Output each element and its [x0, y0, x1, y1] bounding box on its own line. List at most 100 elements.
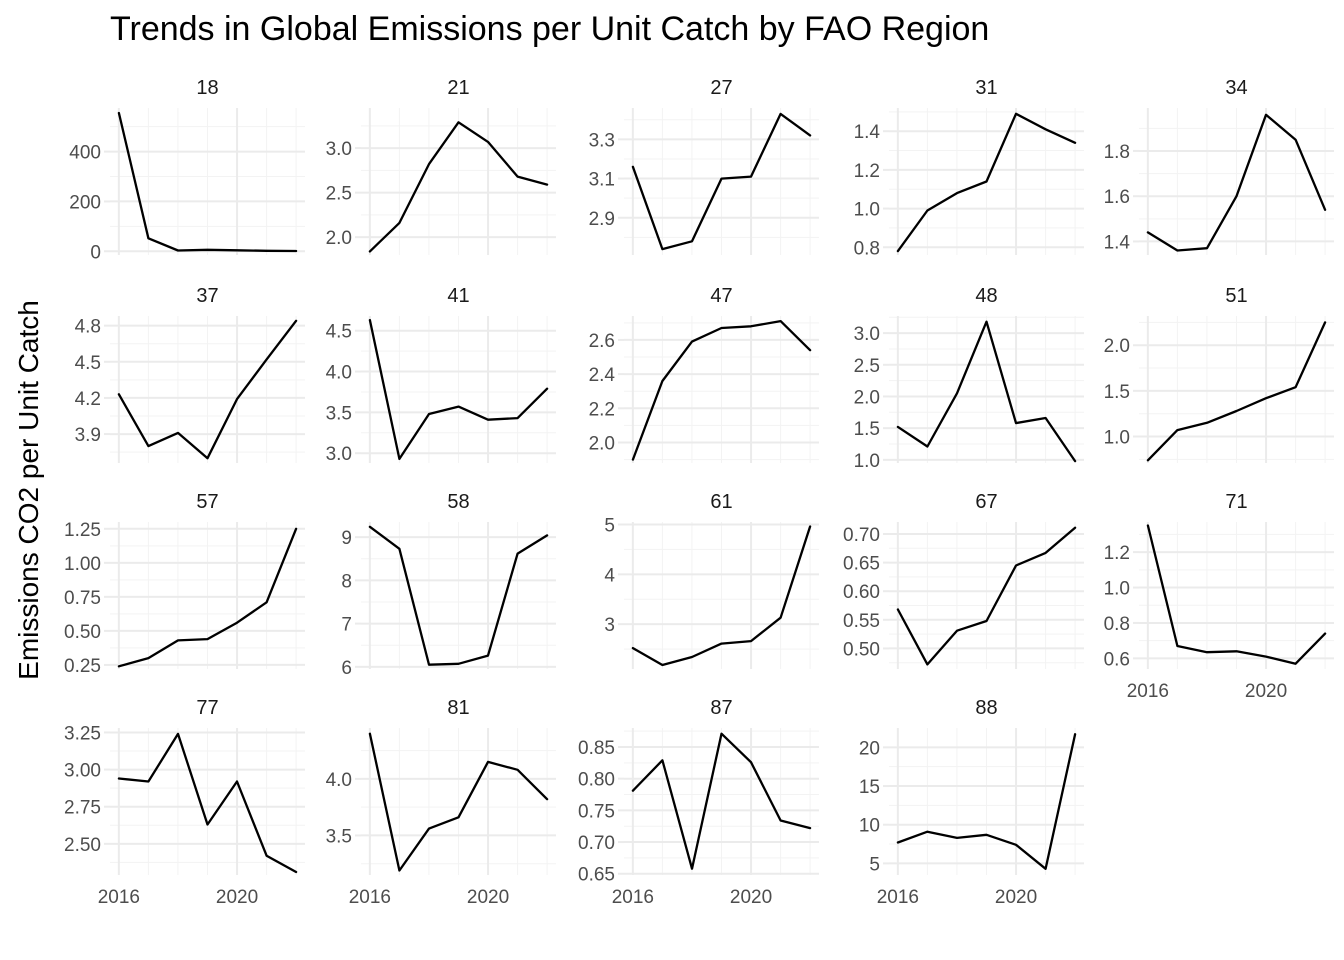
facet-label: 18: [196, 77, 218, 99]
series-line: [1146, 321, 1327, 462]
y-tick-label: 1.0: [854, 200, 880, 221]
facet-panel-21: 2.0 2.5 3.0 21: [326, 77, 556, 255]
x-tick-label: 2020: [467, 887, 509, 908]
facet-label: 47: [710, 285, 732, 307]
y-tick-label: 1.00: [64, 554, 101, 575]
y-tick-label: 1.4: [854, 122, 881, 143]
facet-panel-34: 1.4 1.6 1.8 34: [1104, 77, 1334, 255]
y-tick-label: 5: [869, 854, 880, 875]
facet-label: 87: [710, 697, 732, 719]
y-tick-label: 1.0: [1104, 579, 1130, 600]
y-tick-label: 2.50: [64, 835, 101, 856]
facet-label: 67: [975, 491, 997, 513]
facet-panel-51: 1.0 1.5 2.0 51: [1104, 285, 1334, 463]
facet-label: 41: [447, 285, 469, 307]
series-line: [368, 525, 549, 666]
y-tick-label: 3.5: [326, 403, 352, 424]
x-tick-label: 2020: [216, 887, 258, 908]
y-tick-label: 2.2: [589, 399, 615, 420]
y-tick-label: 2.75: [64, 798, 101, 819]
series-line: [896, 320, 1077, 463]
facet-panel-48: 1.0 1.5 2.0 2.5 3.0 48: [854, 285, 1084, 472]
y-tick-label: 4.5: [326, 322, 352, 343]
y-tick-label: 0.50: [843, 639, 880, 660]
x-tick-label: 2020: [995, 887, 1037, 908]
y-tick-label: 1.5: [854, 419, 880, 440]
facet-panel-57: 0.25 0.50 0.75 1.00 1.25 57: [64, 491, 305, 677]
y-tick-label: 0.75: [64, 588, 101, 609]
x-tick-label: 2016: [612, 887, 654, 908]
x-tick-label: 2020: [730, 887, 772, 908]
x-tick-label: 2016: [349, 887, 391, 908]
series-line: [117, 527, 298, 668]
y-tick-label: 4.5: [75, 353, 101, 374]
y-tick-label: 1.2: [1104, 543, 1130, 564]
facet-label: 51: [1225, 285, 1247, 307]
y-tick-label: 3.5: [326, 826, 352, 847]
y-tick-label: 200: [69, 192, 101, 213]
facet-panel-88: 5 10 15 20 88 2016 2020: [859, 697, 1084, 908]
y-tick-label: 400: [69, 143, 101, 164]
series-line: [117, 319, 298, 460]
series-line: [631, 732, 812, 870]
y-tick-label: 3.25: [64, 723, 101, 744]
facet-label: 61: [710, 491, 732, 513]
series-line: [368, 318, 549, 461]
facet-panel-77: 2.50 2.75 3.00 3.25 77 2016 2020: [64, 697, 305, 908]
x-tick-label: 2020: [1245, 681, 1287, 702]
series-line: [631, 112, 812, 251]
series-line: [368, 732, 549, 872]
y-tick-label: 3.3: [589, 130, 615, 151]
facet-panel-41: 3.0 3.5 4.0 4.5 41: [326, 285, 556, 465]
facet-panel-81: 3.5 4.0 81 2016 2020: [326, 697, 556, 908]
facet-label: 81: [447, 697, 469, 719]
y-tick-label: 0.6: [1104, 649, 1130, 670]
y-tick-label: 0.70: [843, 525, 880, 546]
y-tick-label: 0.85: [578, 738, 615, 759]
y-tick-label: 1.6: [1104, 187, 1130, 208]
facet-panel-58: 6 7 8 9 58: [341, 491, 556, 679]
y-tick-label: 2.5: [326, 184, 352, 205]
facet-label: 31: [975, 77, 997, 99]
y-tick-label: 0.55: [843, 611, 880, 632]
y-tick-label: 0.50: [64, 622, 101, 643]
facet-label: 21: [447, 77, 469, 99]
y-tick-label: 1.0: [1104, 428, 1130, 449]
y-tick-label: 1.8: [1104, 142, 1130, 163]
y-tick-label: 4.0: [326, 770, 352, 791]
facet-panel-71: 0.6 0.8 1.0 1.2 71 2016 2020: [1104, 491, 1334, 702]
y-tick-label: 4.0: [326, 363, 352, 384]
series-line: [117, 111, 298, 253]
y-tick-label: 0: [90, 242, 101, 263]
y-tick-label: 2.0: [326, 228, 352, 249]
y-tick-label: 0.8: [1104, 614, 1130, 635]
facet-panel-18: 0 200 400 18: [69, 77, 305, 263]
y-tick-label: 2.9: [589, 209, 615, 230]
y-tick-label: 0.65: [843, 554, 880, 575]
y-tick-label: 0.60: [843, 582, 880, 603]
facet-label: 57: [196, 491, 218, 513]
y-tick-label: 4.2: [75, 389, 101, 410]
y-tick-label: 3.0: [854, 324, 880, 345]
y-tick-label: 2.6: [589, 331, 615, 352]
y-axis-label: Emissions CO2 per Unit Catch: [13, 300, 44, 680]
facet-label: 58: [447, 491, 469, 513]
facet-panel-67: 0.50 0.55 0.60 0.65 0.70 67: [843, 491, 1084, 669]
facet-label: 88: [975, 697, 997, 719]
facet-panel-87: 0.65 0.70 0.75 0.80 0.85 87 2016 2020: [578, 697, 819, 908]
series-line: [896, 112, 1077, 253]
facet-panel-47: 2.0 2.2 2.4 2.6 47: [589, 285, 819, 463]
x-tick-label: 2016: [98, 887, 140, 908]
y-tick-label: 5: [604, 515, 615, 536]
y-tick-label: 1.25: [64, 520, 101, 541]
y-tick-label: 3.00: [64, 761, 101, 782]
y-tick-label: 0.75: [578, 801, 615, 822]
y-tick-label: 7: [341, 615, 352, 636]
y-tick-label: 3.1: [589, 170, 615, 191]
y-tick-label: 2.0: [589, 433, 615, 454]
y-tick-label: 8: [341, 571, 352, 592]
y-tick-label: 3.9: [75, 425, 101, 446]
series-line: [1146, 524, 1327, 665]
chart-title: Trends in Global Emissions per Unit Catc…: [110, 10, 989, 48]
